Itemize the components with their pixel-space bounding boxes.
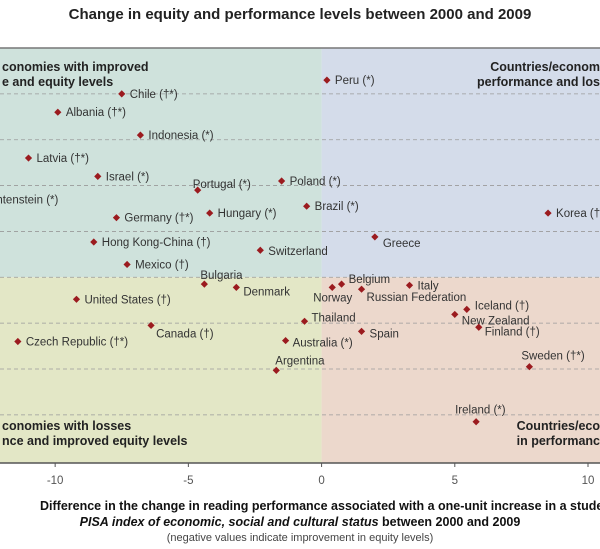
data-point-label: Sweden (†*) bbox=[521, 351, 584, 363]
data-point-label: Latvia (†*) bbox=[37, 153, 90, 165]
quadrant-label-top-right: performance and los bbox=[477, 75, 600, 89]
x-axis-label-line2: PISA index of economic, social and cultu… bbox=[0, 515, 600, 529]
data-point-marker bbox=[451, 310, 459, 319]
data-point-marker bbox=[118, 90, 126, 98]
data-point-marker bbox=[278, 177, 286, 185]
data-point-marker bbox=[357, 285, 366, 293]
data-point-marker bbox=[525, 363, 533, 371]
x-tick-label: -10 bbox=[47, 475, 64, 487]
quadrant-top-right bbox=[321, 48, 600, 278]
data-point-label: Czech Republic (†*) bbox=[26, 336, 128, 348]
data-point-marker bbox=[475, 323, 483, 331]
data-point-label: Israel (*) bbox=[106, 171, 150, 183]
data-point-marker bbox=[206, 209, 214, 217]
data-point-label: Thailand bbox=[312, 312, 356, 324]
x-axis-note: (negative values indicate improvement in… bbox=[166, 532, 434, 544]
data-point-marker bbox=[328, 283, 336, 291]
data-point-marker bbox=[272, 366, 280, 374]
data-point-label: Korea († bbox=[556, 208, 600, 220]
data-point-label: Italy bbox=[418, 280, 439, 292]
quadrant-label-bottom-right: Countries/eco bbox=[517, 419, 600, 433]
data-point-label: United States (†) bbox=[84, 294, 170, 306]
data-point-marker bbox=[123, 260, 131, 269]
data-point-marker bbox=[303, 202, 311, 210]
chart-title: Change in equity and performance levels … bbox=[68, 6, 532, 23]
data-point-label: Canada (†) bbox=[156, 328, 214, 340]
data-points: Peru (*) Chile (†*) Albania (†*) Indonesia … bbox=[0, 75, 600, 426]
data-point-marker bbox=[463, 305, 471, 313]
data-point-label: Albania (†*) bbox=[66, 107, 126, 119]
data-point-label: Spain bbox=[370, 328, 399, 340]
data-point-marker bbox=[256, 246, 264, 254]
data-point-marker bbox=[337, 280, 346, 288]
data-point-marker bbox=[136, 131, 145, 139]
quadrant-top-left bbox=[0, 48, 322, 278]
data-point-marker bbox=[72, 295, 81, 303]
data-point-label: Argentina bbox=[275, 355, 325, 367]
data-point-label: Switzerland bbox=[268, 246, 327, 258]
quadrant-label-bottom-left: conomies with losses bbox=[2, 419, 131, 433]
data-point-label: Portugal (*) bbox=[193, 179, 251, 191]
data-point-marker bbox=[544, 209, 552, 217]
quadrant-label-top-left: conomies with improved bbox=[2, 60, 149, 74]
data-point-marker bbox=[147, 321, 155, 330]
data-point-label: Ireland (*) bbox=[455, 405, 506, 417]
quadrant-bottom-right bbox=[321, 277, 600, 463]
data-point-label: Belgium bbox=[349, 274, 391, 286]
data-point-label: Liechtenstein (*) bbox=[0, 194, 58, 206]
x-tick-label: 10 bbox=[582, 475, 595, 487]
data-point-label: Denmark bbox=[243, 286, 290, 298]
data-point-label: Hong Kong-China (†) bbox=[102, 237, 211, 249]
x-axis-label-line1: Difference in the change in reading perf… bbox=[40, 499, 600, 513]
data-point-label: Poland (*) bbox=[290, 176, 341, 188]
quadrant-label-top-left: e and equity levels bbox=[2, 75, 113, 89]
data-point-label: Russian Federation bbox=[367, 292, 467, 304]
data-point-marker bbox=[282, 336, 290, 345]
data-point-label: Mexico (†) bbox=[135, 259, 189, 271]
data-point-marker bbox=[200, 280, 208, 288]
data-point-marker bbox=[300, 317, 309, 325]
data-point-marker bbox=[24, 154, 33, 162]
quadrant-bottom-left bbox=[0, 277, 322, 463]
quadrant-label-top-right: Countries/econom bbox=[490, 60, 600, 74]
quadrant-label-bottom-right: in performanc bbox=[517, 434, 600, 448]
data-point-label: Chile (†*) bbox=[130, 89, 178, 101]
data-point-marker bbox=[323, 76, 331, 84]
data-point-marker bbox=[90, 238, 98, 246]
data-point-marker bbox=[371, 233, 379, 241]
data-point-marker bbox=[405, 281, 414, 289]
data-point-marker bbox=[357, 327, 366, 335]
data-point-label: Germany (†*) bbox=[124, 213, 193, 225]
data-point-marker bbox=[54, 108, 62, 116]
data-point-marker bbox=[232, 283, 240, 291]
data-point-label: Indonesia (*) bbox=[148, 130, 213, 142]
x-tick-label: 0 bbox=[318, 475, 324, 487]
data-point-label: Greece bbox=[383, 238, 421, 250]
data-point-marker bbox=[194, 186, 202, 194]
data-point-label: Peru (*) bbox=[335, 75, 375, 87]
x-tick-label: 5 bbox=[452, 475, 458, 487]
quadrant-backgrounds bbox=[0, 47, 600, 463]
data-point-label: Finland (†) bbox=[485, 326, 540, 338]
quadrant-label-bottom-left: nce and improved equity levels bbox=[2, 434, 188, 448]
data-point-marker bbox=[472, 418, 480, 426]
data-point-label: Bulgaria bbox=[200, 270, 243, 282]
data-point-marker bbox=[14, 337, 22, 346]
data-point-label: Australia (*) bbox=[293, 338, 353, 350]
data-point-label: Iceland (†) bbox=[475, 300, 530, 312]
data-point-label: Brazil (*) bbox=[315, 201, 359, 213]
data-point-marker bbox=[112, 214, 121, 222]
x-axis-label-rest: between 2000 and 2009 bbox=[378, 515, 521, 529]
data-point-label: Hungary (*) bbox=[218, 208, 277, 220]
x-axis: -10 -5 0 5 10 bbox=[0, 462, 600, 487]
x-tick-label: -5 bbox=[183, 475, 193, 487]
data-point-label: Norway bbox=[313, 292, 352, 304]
data-point-marker bbox=[94, 172, 102, 180]
gridlines bbox=[0, 93, 600, 416]
x-axis-label-italic: PISA index of economic, social and cultu… bbox=[79, 515, 379, 529]
